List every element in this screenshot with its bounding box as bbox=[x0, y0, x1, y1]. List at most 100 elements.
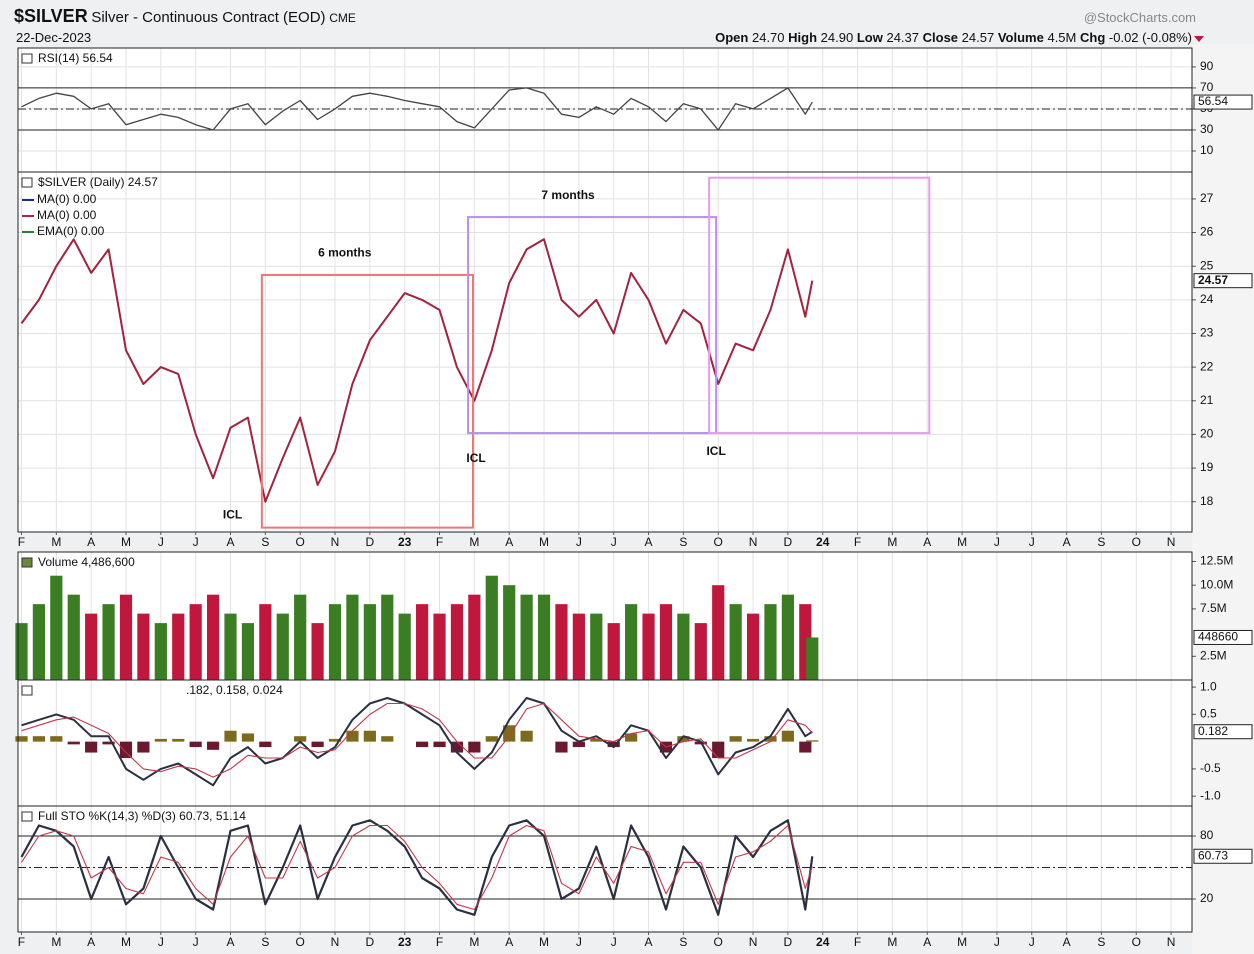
quote-value: 24.70 bbox=[751, 30, 785, 45]
x-tick-label: J bbox=[994, 535, 1000, 549]
y-tick-label: -1.0 bbox=[1200, 788, 1221, 802]
x-tick-label: 24 bbox=[816, 935, 830, 949]
last-value-tag bbox=[1193, 94, 1253, 110]
change-arrow bbox=[1194, 36, 1204, 42]
y-tick-label: 25 bbox=[1200, 258, 1214, 272]
volume-bar bbox=[381, 594, 394, 680]
annotation: ICL bbox=[223, 507, 242, 521]
x-tick-label: A bbox=[226, 935, 234, 949]
x-tick-label: S bbox=[1097, 935, 1105, 949]
histogram-bar bbox=[259, 741, 272, 748]
y-tick-label: 90 bbox=[1200, 59, 1214, 73]
volume-bar bbox=[537, 594, 551, 680]
series-line bbox=[20, 238, 814, 503]
histogram-bar bbox=[450, 741, 464, 753]
volume-bar bbox=[764, 604, 777, 680]
panel-title: Full STO %K(14,3) %D(3) 60.73, 51.14 bbox=[38, 809, 246, 823]
legend-entry: MA(0) 0.00 bbox=[37, 192, 97, 206]
x-tick-label: J bbox=[576, 935, 582, 949]
x-tick-label: N bbox=[1167, 935, 1176, 949]
last-value-tag bbox=[1193, 848, 1253, 864]
volume-bar bbox=[50, 575, 63, 680]
quote-value: 4.5M bbox=[1047, 30, 1077, 45]
last-value-label: 0.182 bbox=[1198, 724, 1228, 738]
histogram-bar bbox=[67, 741, 80, 745]
title-icon bbox=[21, 811, 33, 822]
y-tick-label: 80 bbox=[1200, 828, 1214, 842]
date: 22-Dec-2023 bbox=[16, 30, 92, 45]
x-tick-label: M bbox=[51, 535, 61, 549]
x-tick-label: N bbox=[749, 935, 758, 949]
volume-bar bbox=[154, 623, 167, 680]
x-tick-label: N bbox=[749, 535, 758, 549]
volume-bar bbox=[729, 604, 742, 680]
x-tick-label: S bbox=[261, 535, 269, 549]
x-tick-label: F bbox=[854, 935, 861, 949]
histogram-bar bbox=[781, 730, 794, 742]
x-tick-label: A bbox=[226, 535, 234, 549]
volume-bar bbox=[712, 585, 725, 680]
x-tick-label: M bbox=[51, 935, 61, 949]
volume-bar bbox=[15, 623, 28, 680]
volume-bar bbox=[119, 594, 133, 680]
title-icon bbox=[21, 685, 33, 696]
histogram-bar bbox=[607, 741, 620, 748]
volume-bar bbox=[590, 613, 603, 680]
volume-bar bbox=[294, 594, 307, 680]
title-icon bbox=[21, 53, 33, 64]
panel-border bbox=[17, 171, 1193, 533]
histogram-bar bbox=[416, 741, 429, 748]
histogram-bar bbox=[15, 736, 28, 742]
volume-bar bbox=[224, 613, 237, 680]
x-tick-label: A bbox=[923, 935, 931, 949]
panel-border bbox=[17, 805, 1193, 933]
x-tick-label: M bbox=[957, 535, 967, 549]
x-tick-label: J bbox=[611, 935, 617, 949]
title-icon bbox=[21, 177, 33, 188]
volume-bar bbox=[607, 623, 620, 680]
instrument-name: Silver - Continuous Contract (EOD) bbox=[91, 9, 326, 26]
y-tick-label: 30 bbox=[1200, 122, 1214, 136]
x-tick-label: J bbox=[576, 535, 582, 549]
histogram-bar bbox=[102, 741, 115, 745]
y-tick-label: 24 bbox=[1200, 292, 1214, 306]
y-tick-label: 0.5 bbox=[1200, 707, 1217, 721]
x-tick-label: D bbox=[784, 535, 793, 549]
x-tick-label: D bbox=[366, 935, 375, 949]
exchange: CME bbox=[329, 11, 356, 25]
histogram-bar bbox=[712, 741, 725, 758]
last-value-tag bbox=[1193, 629, 1253, 645]
volume-bar bbox=[659, 604, 673, 680]
volume-bar bbox=[468, 594, 481, 680]
histogram-bar bbox=[764, 736, 777, 742]
y-tick-label: 12.5M bbox=[1200, 554, 1233, 568]
panel-title: RSI(14) 56.54 bbox=[38, 51, 113, 65]
volume-bar bbox=[311, 623, 324, 680]
x-tick-label: N bbox=[1167, 535, 1176, 549]
histogram-bar bbox=[799, 741, 812, 753]
y-tick-label: 70 bbox=[1200, 80, 1214, 94]
panel-title: .182, 0.158, 0.024 bbox=[186, 683, 283, 697]
volume-bar bbox=[346, 594, 359, 680]
x-tick-label: F bbox=[436, 935, 443, 949]
last-value-label: 56.54 bbox=[1198, 94, 1228, 108]
y-tick-label: 10.0M bbox=[1200, 577, 1233, 591]
histogram-bar bbox=[206, 741, 220, 750]
histogram-bar bbox=[137, 741, 150, 753]
y-tick-label: 10 bbox=[1200, 143, 1214, 157]
x-tick-label: A bbox=[87, 935, 95, 949]
x-tick-label: M bbox=[121, 535, 131, 549]
y-tick-label: 20 bbox=[1200, 427, 1214, 441]
x-tick-label: F bbox=[436, 535, 443, 549]
y-tick-label: 22 bbox=[1200, 359, 1214, 373]
histogram-bar bbox=[729, 736, 742, 742]
x-tick-label: D bbox=[784, 935, 793, 949]
histogram-bar bbox=[154, 738, 167, 742]
x-tick-label: F bbox=[18, 535, 25, 549]
x-tick-label: D bbox=[366, 535, 375, 549]
histogram-bar bbox=[50, 736, 63, 742]
volume-bar bbox=[32, 604, 45, 680]
quote-label: Low bbox=[856, 30, 883, 45]
volume-bar bbox=[398, 613, 411, 680]
